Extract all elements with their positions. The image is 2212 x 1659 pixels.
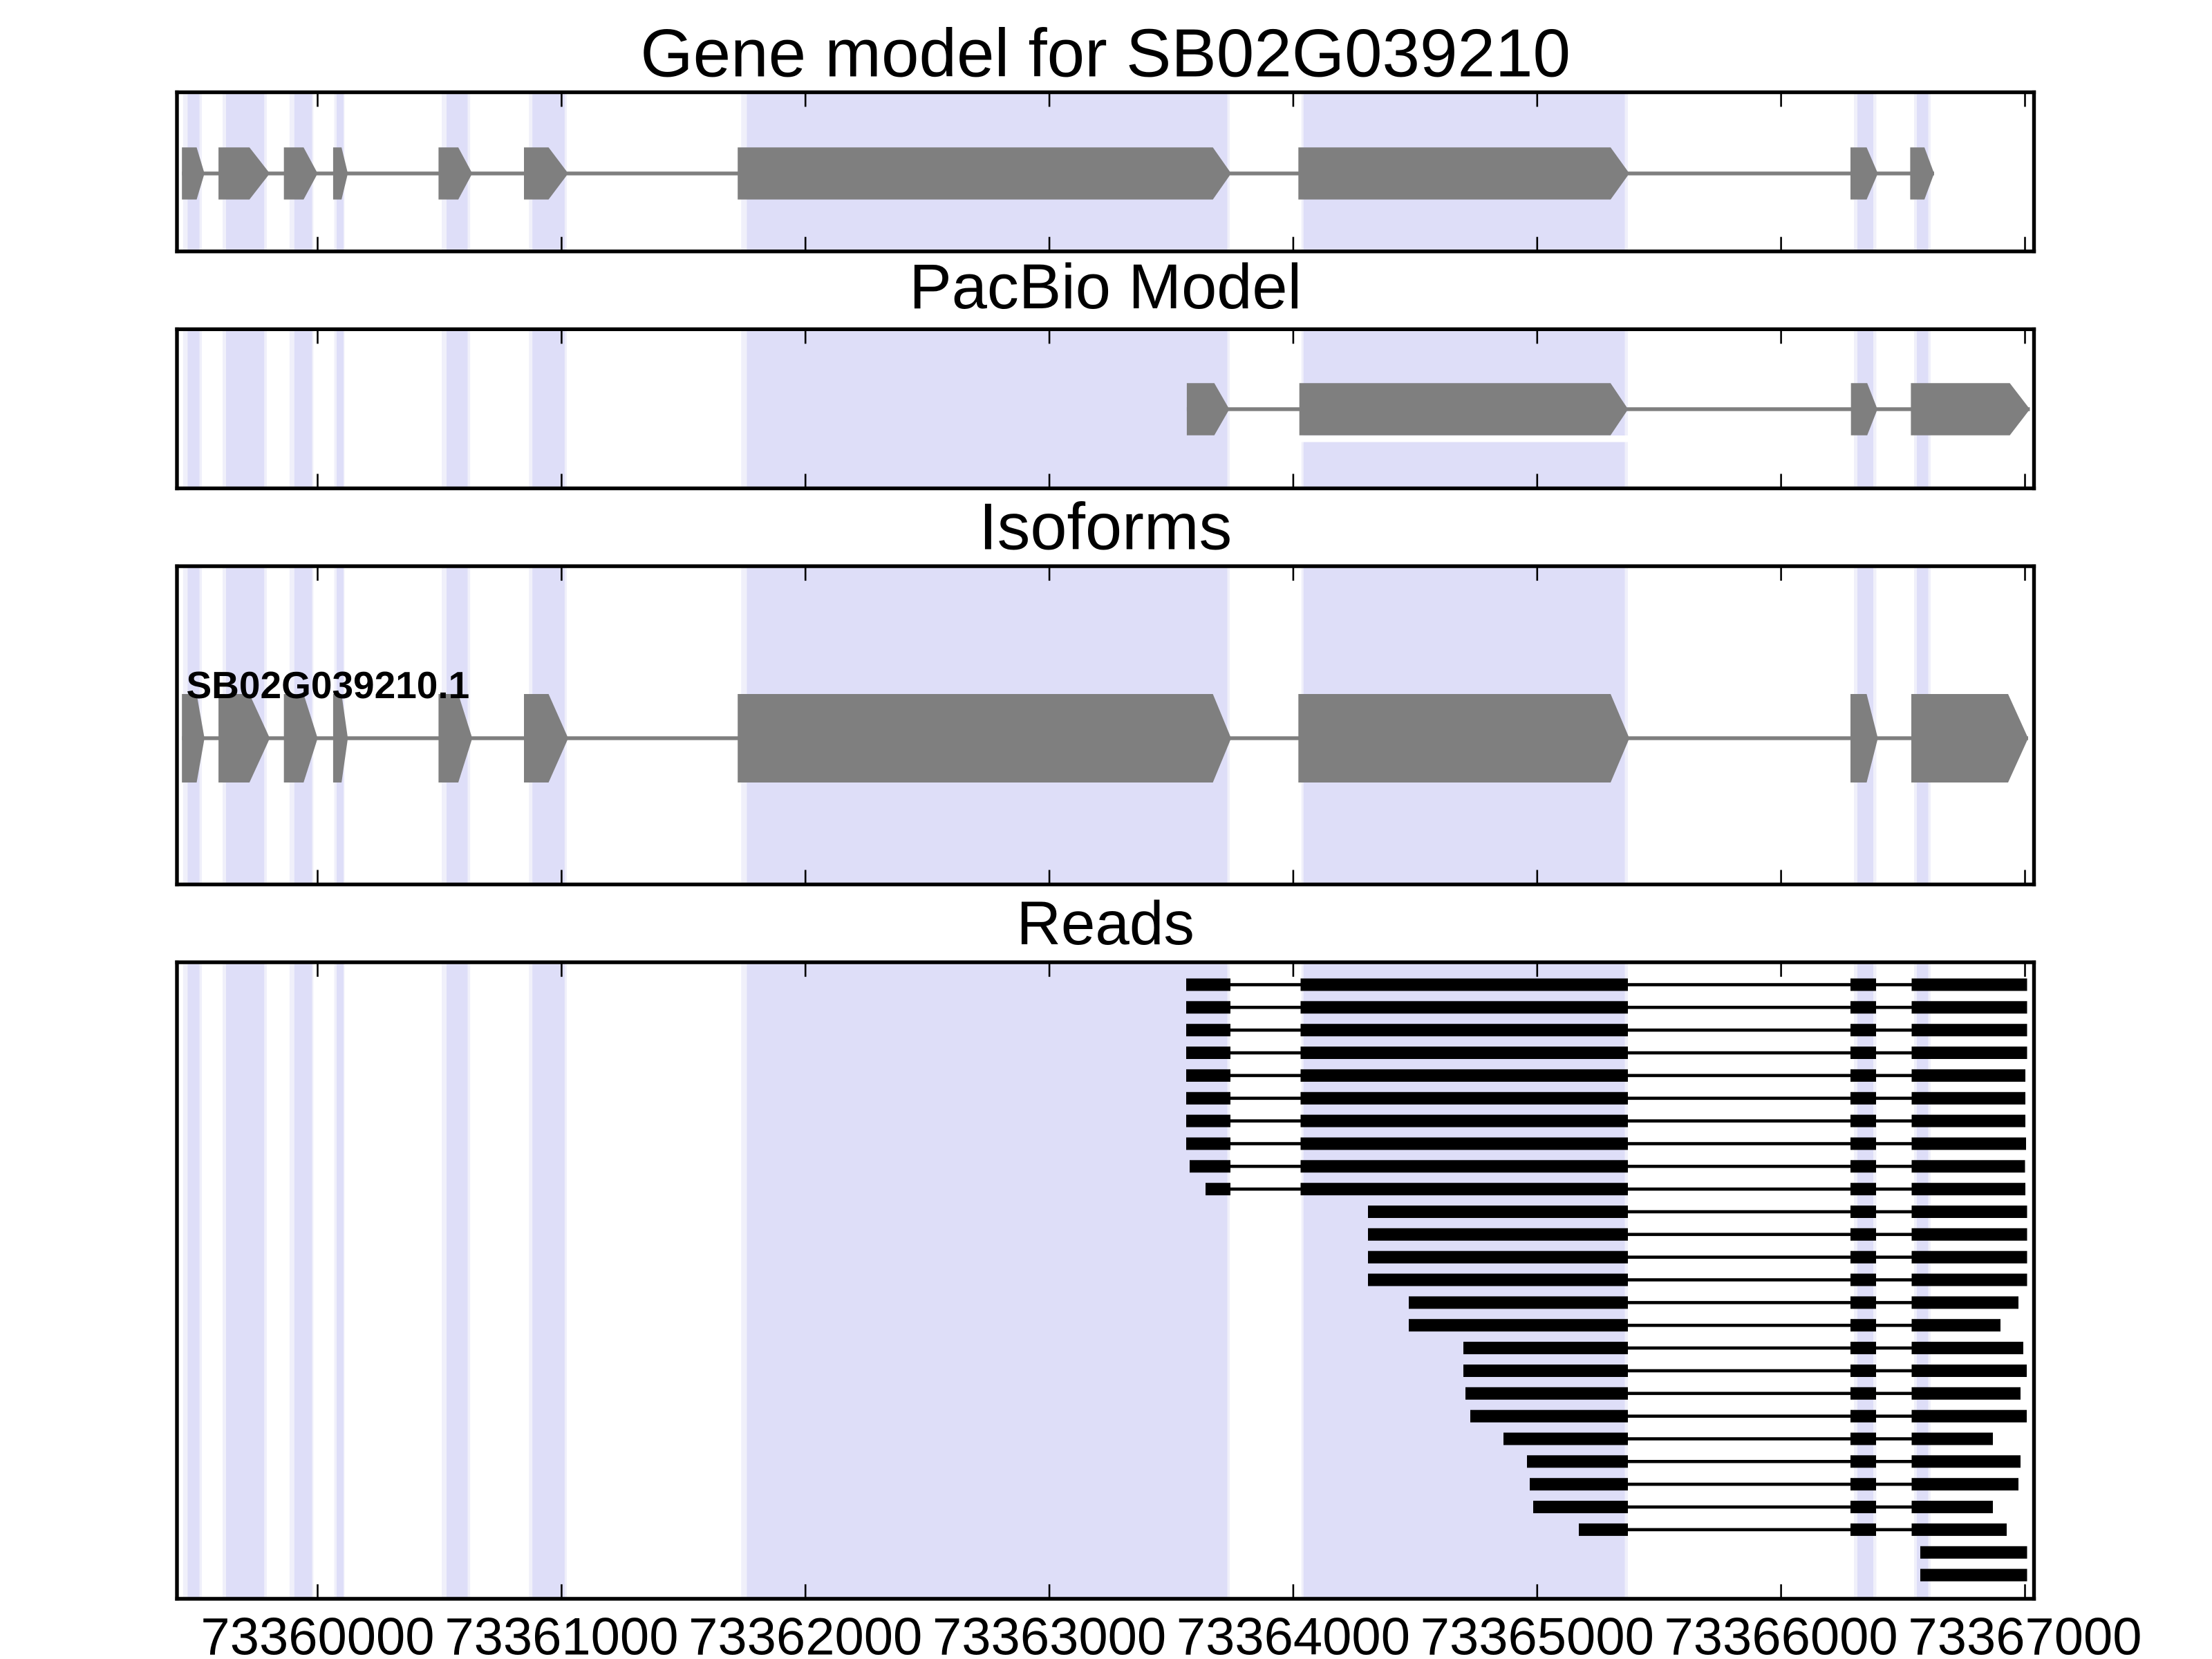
svg-text:Gene model for SB02G039210: Gene model for SB02G039210 [640,15,1571,91]
svg-text:73366000: 73366000 [1665,1608,1898,1659]
svg-text:73367000: 73367000 [1908,1608,2141,1659]
svg-text:Isoforms: Isoforms [979,491,1232,564]
svg-text:73364000: 73364000 [1177,1608,1410,1659]
svg-text:73361000: 73361000 [444,1608,678,1659]
svg-text:73363000: 73363000 [932,1608,1166,1659]
svg-text:73362000: 73362000 [688,1608,922,1659]
svg-text:Reads: Reads [1017,888,1194,957]
svg-text:73360000: 73360000 [200,1608,434,1659]
svg-text:73365000: 73365000 [1421,1608,1654,1659]
svg-text:SB02G039210.1: SB02G039210.1 [187,664,470,706]
svg-text:PacBio Model: PacBio Model [909,252,1302,322]
